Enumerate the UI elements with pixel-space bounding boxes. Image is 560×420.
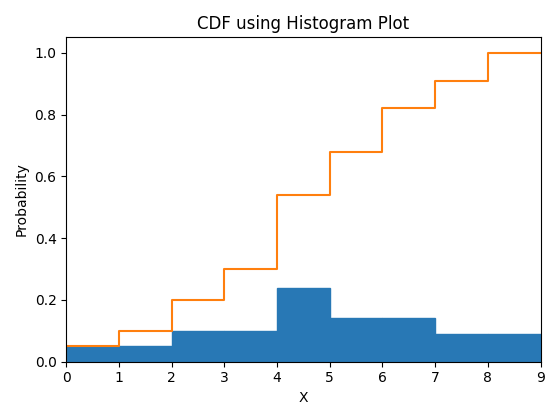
Bar (382, 318, 435, 362)
Bar (66, 346, 119, 362)
Bar (172, 331, 225, 362)
Title: CDF using Histogram Plot: CDF using Histogram Plot (197, 15, 409, 33)
Bar (225, 331, 277, 362)
Bar (277, 288, 330, 362)
Bar (435, 334, 488, 362)
Bar (119, 346, 172, 362)
X-axis label: X: X (298, 391, 308, 405)
Y-axis label: Probability: Probability (15, 163, 29, 236)
Bar (330, 318, 382, 362)
Bar (488, 334, 540, 362)
